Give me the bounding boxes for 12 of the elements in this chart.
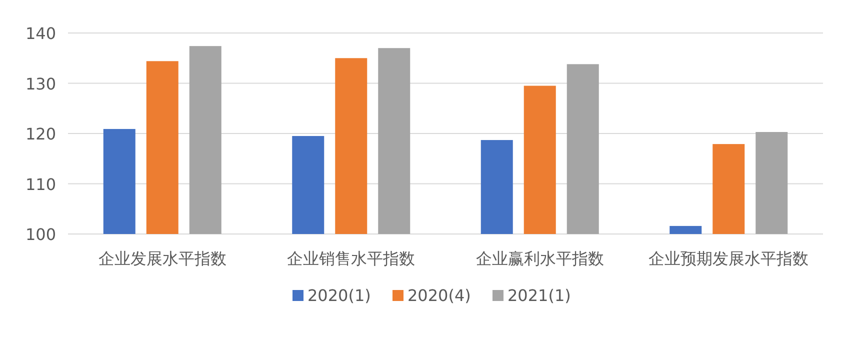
x-tick-label: 企业销售水平指数 bbox=[287, 249, 416, 268]
legend-label: 2020(1) bbox=[308, 286, 371, 305]
legend-label: 2021(1) bbox=[508, 286, 571, 305]
y-tick-label: 100 bbox=[25, 225, 56, 244]
x-tick-label: 企业发展水平指数 bbox=[98, 249, 226, 268]
x-tick-label: 企业赢利水平指数 bbox=[476, 249, 604, 268]
y-tick-label: 140 bbox=[25, 24, 56, 43]
y-tick-label: 110 bbox=[25, 174, 56, 194]
x-tick-label: 企业预期发展水平指数 bbox=[648, 249, 809, 268]
y-tick-label: 120 bbox=[25, 124, 56, 144]
legend-label: 2020(4) bbox=[408, 286, 471, 305]
y-tick-label: 130 bbox=[25, 74, 56, 94]
